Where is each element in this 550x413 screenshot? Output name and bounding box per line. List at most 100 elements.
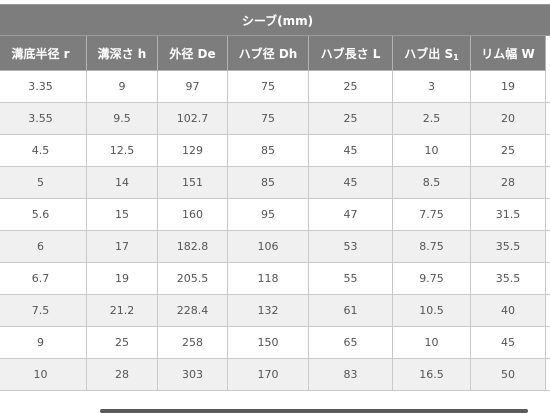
table-cell: 10 (392, 134, 471, 167)
table-cell: 16.5 (392, 358, 471, 391)
table-cell: 19 (470, 70, 546, 103)
table-cell: 5 (0, 166, 87, 199)
group-header-sheave: シーブ(mm) (0, 4, 550, 36)
table-cell: 75 (227, 102, 309, 135)
table-row: 3.55 9.5 102.7 75 25 2.5 20 (0, 102, 550, 135)
table-cell: 97 (157, 70, 228, 103)
table-cell: 3.55 (0, 102, 87, 135)
table-cell-edge (544, 198, 550, 231)
table-row: 7.5 21.2 228.4 132 61 10.5 40 (0, 294, 550, 327)
column-header-row: 溝底半径 r 溝深さ h 外径 De ハブ径 Dh ハブ長さ L ハブ出 S1 … (0, 35, 550, 71)
column-header-groove-depth: 溝深さ h (86, 35, 158, 71)
table-cell-edge (544, 294, 550, 327)
table-row: 10 28 303 170 83 16.5 50 (0, 358, 550, 391)
hub-offset-subscript: 1 (453, 52, 459, 62)
table-cell: 10 (392, 326, 471, 359)
table-body: 3.35 9 97 75 25 3 19 3.55 9.5 102.7 75 25 2.5 20 4.5 12… (0, 70, 550, 391)
table-cell: 9.75 (392, 262, 471, 295)
table-row: 4.5 12.5 129 85 45 10 25 (0, 134, 550, 167)
table-cell: 75 (227, 70, 309, 103)
table-cell: 85 (227, 166, 309, 199)
table-cell: 118 (227, 262, 309, 295)
column-header-rim-width: リム幅 W (470, 35, 546, 71)
table-cell: 106 (227, 230, 309, 263)
table-cell: 35.5 (470, 230, 546, 263)
table-cell: 45 (308, 166, 393, 199)
table-cell: 5.6 (0, 198, 87, 231)
table-cell: 8.5 (392, 166, 471, 199)
column-header-outer-diameter: 外径 De (157, 35, 228, 71)
table-cell: 228.4 (157, 294, 228, 327)
table-cell: 9 (86, 70, 158, 103)
table-cell: 61 (308, 294, 393, 327)
table-cell: 19 (86, 262, 158, 295)
table-cell: 40 (470, 294, 546, 327)
table-cell: 14 (86, 166, 158, 199)
table-cell: 12.5 (86, 134, 158, 167)
table-cell: 7.5 (0, 294, 87, 327)
column-header-hub-length: ハブ長さ L (308, 35, 393, 71)
table-cell: 28 (86, 358, 158, 391)
table-cell: 53 (308, 230, 393, 263)
table-cell: 9 (0, 326, 87, 359)
table-cell: 205.5 (157, 262, 228, 295)
table-cell: 6.7 (0, 262, 87, 295)
table-cell: 25 (308, 70, 393, 103)
table-cell: 47 (308, 198, 393, 231)
table-cell: 45 (308, 134, 393, 167)
table-cell-edge (544, 358, 550, 391)
table-cell: 151 (157, 166, 228, 199)
column-header-hub-offset: ハブ出 S1 (392, 35, 471, 71)
table-cell-edge (544, 102, 550, 135)
table-cell: 83 (308, 358, 393, 391)
table-cell: 160 (157, 198, 228, 231)
table-row: 3.35 9 97 75 25 3 19 (0, 70, 550, 103)
table-row: 6.7 19 205.5 118 55 9.75 35.5 (0, 262, 550, 295)
table-cell: 132 (227, 294, 309, 327)
table-cell: 25 (470, 134, 546, 167)
table-cell: 3 (392, 70, 471, 103)
table-cell-edge (544, 134, 550, 167)
table-row: 5.6 15 160 95 47 7.75 31.5 (0, 198, 550, 231)
table-cell: 45 (470, 326, 546, 359)
table-cell: 17 (86, 230, 158, 263)
table-cell: 25 (86, 326, 158, 359)
table-cell: 150 (227, 326, 309, 359)
table-row: 6 17 182.8 106 53 8.75 35.5 (0, 230, 550, 263)
table-cell: 182.8 (157, 230, 228, 263)
table-cell: 6 (0, 230, 87, 263)
column-header-groove-radius: 溝底半径 r (0, 35, 87, 71)
table-cell: 55 (308, 262, 393, 295)
table-cell-edge (544, 166, 550, 199)
table-cell: 85 (227, 134, 309, 167)
table-cell: 28 (470, 166, 546, 199)
table-cell: 95 (227, 198, 309, 231)
table-row: 9 25 258 150 65 10 45 (0, 326, 550, 359)
table-cell: 21.2 (86, 294, 158, 327)
table-cell: 25 (308, 102, 393, 135)
table-cell: 3.35 (0, 70, 87, 103)
table-cell-edge (544, 70, 550, 103)
table-cell: 170 (227, 358, 309, 391)
table-cell: 9.5 (86, 102, 158, 135)
table-cell: 15 (86, 198, 158, 231)
table-cell: 303 (157, 358, 228, 391)
table-cell-edge (544, 326, 550, 359)
column-header-hub-diameter: ハブ径 Dh (227, 35, 309, 71)
sheave-spec-table: シーブ(mm) 溝底半径 r 溝深さ h 外径 De ハブ径 Dh ハブ長さ L… (0, 4, 550, 391)
table-cell: 102.7 (157, 102, 228, 135)
table-cell: 35.5 (470, 262, 546, 295)
horizontal-scrollbar[interactable] (100, 409, 528, 413)
table-cell-edge (544, 230, 550, 263)
hub-offset-label: ハブ出 S (404, 46, 454, 61)
table-cell: 7.75 (392, 198, 471, 231)
column-header-edge (544, 35, 550, 71)
table-cell: 65 (308, 326, 393, 359)
table-cell: 10 (0, 358, 87, 391)
table-cell: 31.5 (470, 198, 546, 231)
table-cell: 20 (470, 102, 546, 135)
table-cell-edge (544, 262, 550, 295)
table-cell: 50 (470, 358, 546, 391)
table-cell: 4.5 (0, 134, 87, 167)
